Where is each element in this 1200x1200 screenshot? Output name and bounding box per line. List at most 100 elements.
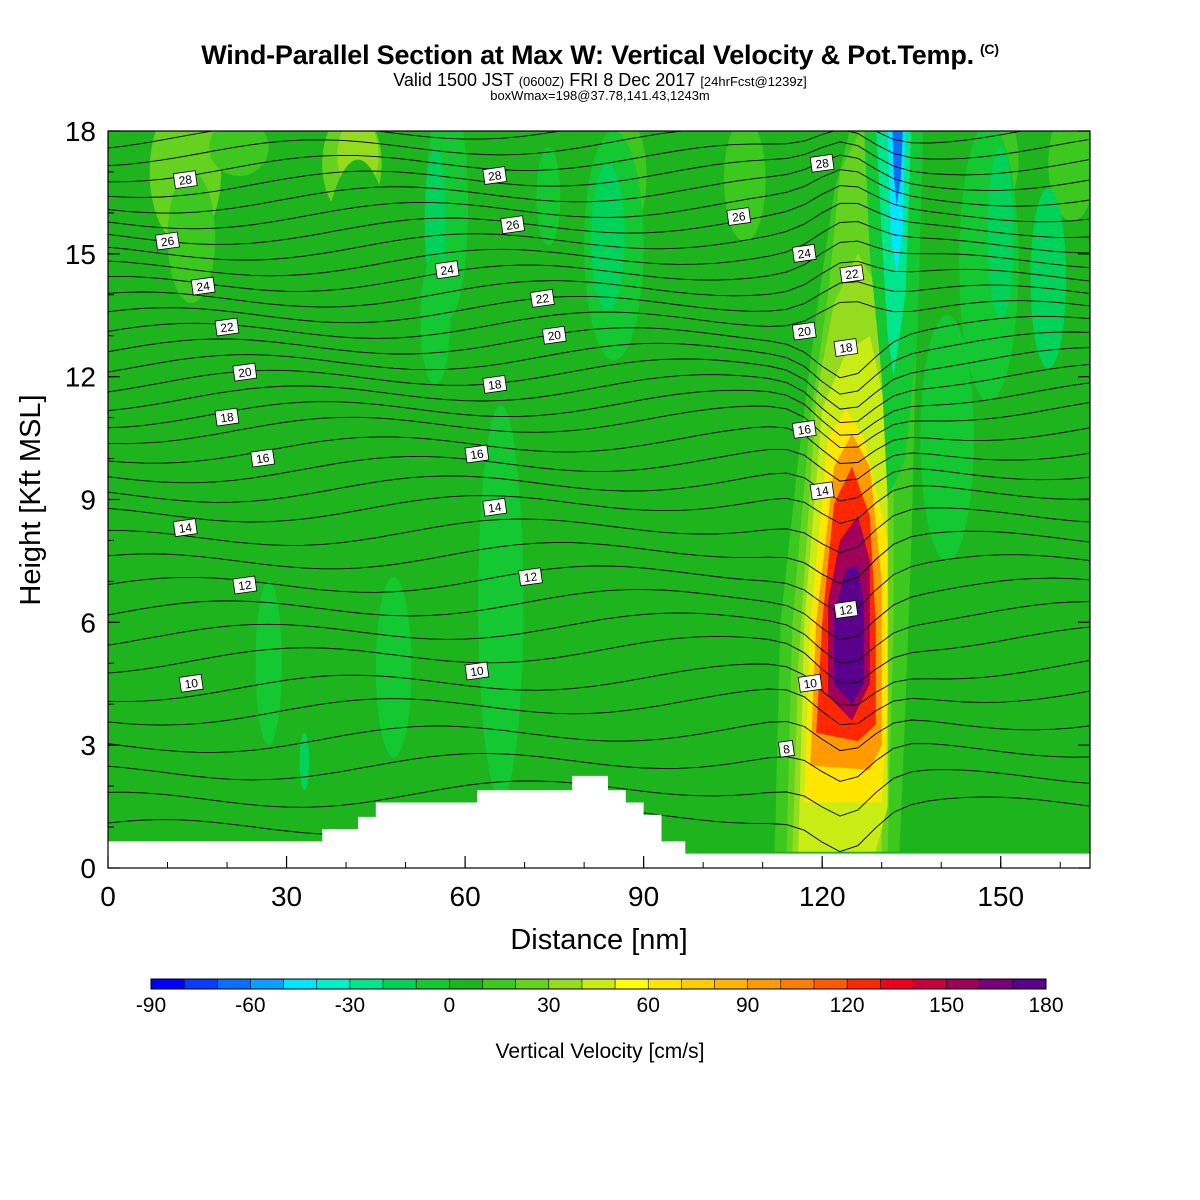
x-tick-label: 120 bbox=[799, 881, 846, 912]
colorbar: -90 -60 -30 0 30 60 90 120 150 180 bbox=[136, 978, 1064, 1017]
contour-label: 28 bbox=[482, 166, 508, 185]
colorbar-swatch bbox=[515, 979, 550, 989]
colorbar-swatch bbox=[979, 979, 1014, 989]
colorbar-swatch bbox=[913, 979, 948, 989]
contour-label: 12 bbox=[232, 575, 258, 595]
contour-label: 20 bbox=[541, 325, 567, 345]
x-tick-label: 60 bbox=[450, 881, 481, 912]
colorbar-swatch bbox=[449, 979, 483, 989]
contour-label: 14 bbox=[809, 481, 835, 501]
contour-label: 22 bbox=[530, 288, 555, 308]
contour-label: 16 bbox=[464, 444, 490, 464]
colorbar-swatch bbox=[482, 979, 517, 989]
chart-title-block: Wind-Parallel Section at Max W: Vertical… bbox=[0, 40, 1200, 103]
colorbar-tick-label: 180 bbox=[1028, 994, 1063, 1017]
colorbar-swatch bbox=[847, 979, 881, 989]
colorbar-swatch bbox=[880, 979, 914, 989]
colorbar-tick-label: -60 bbox=[235, 994, 265, 1017]
svg-text:16: 16 bbox=[797, 422, 812, 438]
colorbar-swatch bbox=[946, 979, 981, 989]
colorbar-swatch bbox=[217, 979, 251, 989]
contour-label: 10 bbox=[464, 661, 490, 681]
x-tick-label: 90 bbox=[628, 881, 659, 912]
colorbar-swatch bbox=[714, 979, 749, 989]
theta-contour bbox=[108, 131, 1090, 183]
y-tick-label: 0 bbox=[80, 853, 96, 884]
y-axis-label: Height [Kft MSL] bbox=[15, 394, 47, 605]
velocity-region bbox=[167, 171, 216, 303]
contour-label: 24 bbox=[434, 260, 460, 280]
theta-contour bbox=[108, 468, 1090, 503]
theta-contour bbox=[108, 530, 1090, 584]
svg-text:22: 22 bbox=[219, 320, 234, 336]
theta-contour bbox=[108, 577, 1090, 641]
contour-label: 24 bbox=[791, 243, 817, 263]
theta-contour bbox=[108, 688, 1090, 726]
y-tick-label: 3 bbox=[80, 730, 96, 761]
velocity-region bbox=[591, 163, 625, 312]
svg-text:12: 12 bbox=[237, 578, 252, 594]
terrain bbox=[108, 775, 1090, 868]
velocity-region bbox=[478, 405, 524, 799]
contour-label: 28 bbox=[809, 153, 835, 173]
colorbar-tick-label: 90 bbox=[736, 994, 759, 1017]
velocity-region bbox=[1048, 131, 1090, 222]
svg-text:16: 16 bbox=[469, 447, 484, 463]
colorbar-swatch bbox=[615, 979, 649, 989]
colorbar-swatch bbox=[648, 979, 682, 989]
velocity-region bbox=[1030, 188, 1067, 369]
contour-label: 20 bbox=[232, 362, 258, 382]
colorbar-swatch bbox=[813, 979, 848, 989]
contour-label: 12 bbox=[833, 600, 859, 619]
svg-text:14: 14 bbox=[815, 483, 830, 499]
contour-label: 24 bbox=[190, 276, 216, 296]
x-tick-label: 30 bbox=[271, 881, 302, 912]
y-tick-label: 18 bbox=[65, 116, 96, 147]
contour-label: 28 bbox=[172, 170, 198, 190]
svg-text:10: 10 bbox=[184, 676, 199, 692]
svg-text:12: 12 bbox=[838, 602, 853, 618]
colorbar-tick-label: 150 bbox=[929, 994, 964, 1017]
colorbar-swatch bbox=[283, 979, 318, 989]
theta-contour bbox=[108, 221, 1090, 277]
contour-label: 22 bbox=[839, 264, 865, 284]
colorbar-swatch bbox=[1012, 979, 1047, 989]
svg-text:10: 10 bbox=[803, 676, 818, 692]
contour-label: 10 bbox=[178, 673, 204, 693]
colorbar-swatch bbox=[681, 979, 716, 989]
svg-text:24: 24 bbox=[196, 279, 211, 295]
svg-text:14: 14 bbox=[487, 500, 502, 516]
contour-label: 26 bbox=[726, 207, 752, 226]
colorbar-tick-label: 0 bbox=[443, 994, 455, 1017]
plot-area: 28 28 28 26 26 26 24 24 24 22 22 22 20 20 20 18 18 18 16 16… bbox=[108, 131, 1090, 868]
colorbar-tick-label: 60 bbox=[637, 994, 660, 1017]
theta-contour bbox=[108, 185, 1090, 245]
y-tick-label: 15 bbox=[65, 239, 96, 270]
colorbar-label: Vertical Velocity [cm/s] bbox=[496, 1040, 705, 1063]
chart-title: Wind-Parallel Section at Max W: Vertical… bbox=[201, 40, 999, 70]
svg-text:10: 10 bbox=[469, 664, 484, 680]
theta-contour bbox=[108, 719, 1090, 753]
contour-label: 18 bbox=[482, 374, 508, 394]
theta-contour bbox=[108, 347, 1090, 410]
contour-label: 14 bbox=[172, 518, 198, 538]
velocity-region bbox=[375, 577, 412, 758]
chart-boxmax: boxWmax=198@37.78,141.43,1243m bbox=[490, 88, 710, 103]
y-tick-label: 9 bbox=[80, 485, 96, 516]
contour-label: 10 bbox=[797, 673, 823, 693]
colorbar-swatch bbox=[581, 979, 616, 989]
theta-contour bbox=[108, 382, 1090, 436]
svg-text:18: 18 bbox=[487, 377, 502, 393]
x-tick-label: 0 bbox=[100, 881, 116, 912]
y-axis: 0 3 6 9 12 15 18 bbox=[65, 116, 1090, 884]
theta-contour bbox=[108, 554, 1090, 614]
contour-label: 16 bbox=[250, 448, 276, 468]
theta-contour bbox=[108, 154, 1090, 214]
svg-text:20: 20 bbox=[547, 328, 562, 344]
colorbar-swatch bbox=[349, 979, 384, 989]
velocity-region bbox=[316, 159, 400, 529]
potential-temperature-contours bbox=[108, 131, 1090, 853]
contour-labels: 28 28 28 26 26 26 24 24 24 22 22 22 20 20 20 18 18 18 16 16… bbox=[155, 153, 865, 758]
theta-contour bbox=[108, 260, 1090, 308]
colorbar-swatch bbox=[416, 979, 450, 989]
